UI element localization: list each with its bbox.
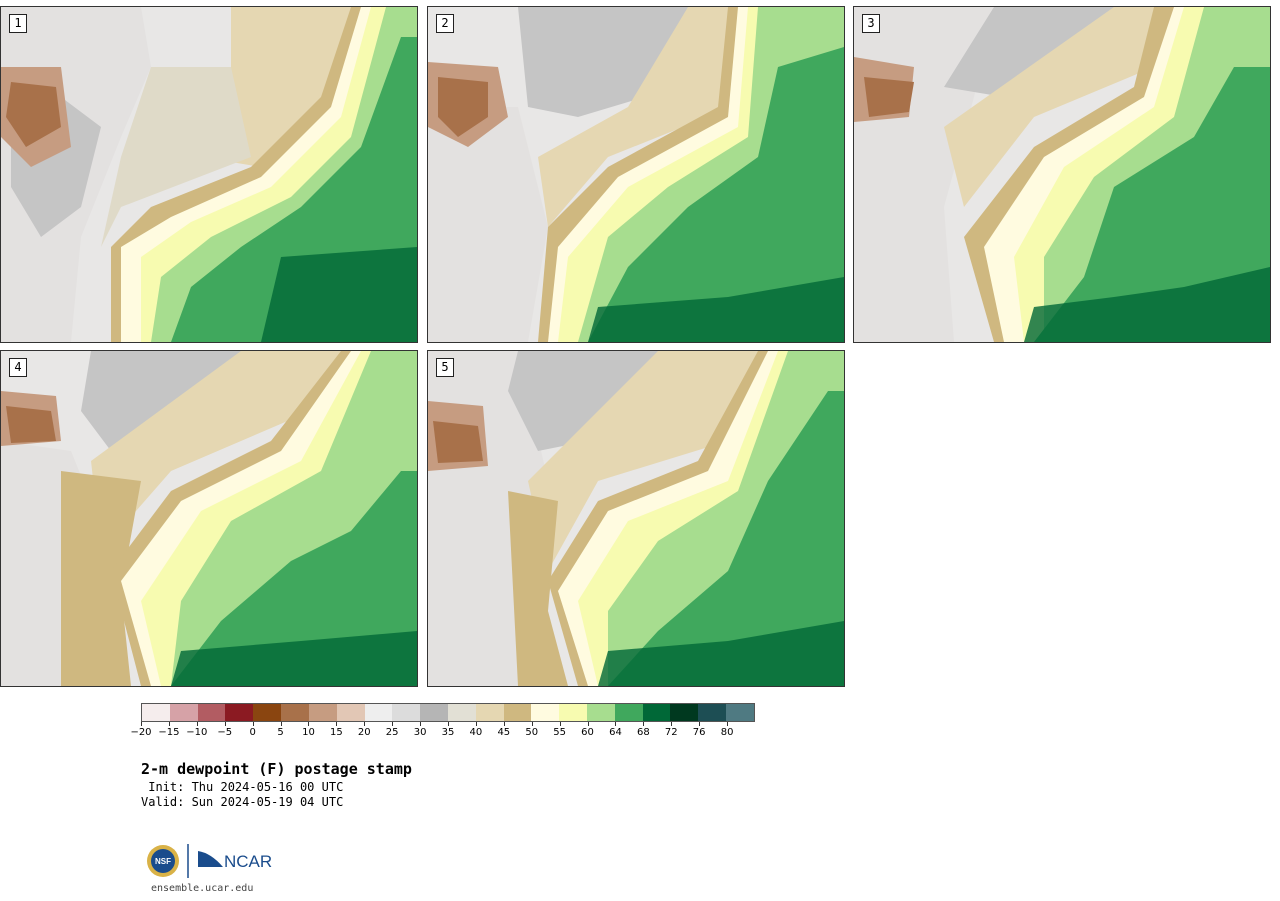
colorbar-swatch [559,704,587,721]
dewpoint-map-3 [854,7,1270,342]
colorbar-tick-label: 5 [277,727,284,738]
colorbar-tick-mark [699,722,701,726]
colorbar-tick-label: 64 [609,727,622,738]
colorbar-tick-mark [587,722,589,726]
panel-label-1: 1 [9,14,27,33]
colorbar-tick-label: 15 [329,727,343,738]
colorbar-swatch [364,704,393,721]
colorbar-tick-label: 20 [357,727,371,738]
ncar-logo-text: NCAR [224,852,272,871]
map-panel-1: 1 [0,6,418,343]
colorbar-swatch [698,704,727,721]
colorbar-tick-label: −15 [158,727,180,738]
colorbar-tick-mark [308,722,310,726]
website-url: ensemble.ucar.edu [151,883,254,894]
colorbar-tick-mark [503,722,505,726]
colorbar-tick-label: −5 [217,727,233,738]
colorbar-swatch [392,704,421,721]
colorbar [141,703,755,722]
colorbar-tick-mark [475,722,477,726]
colorbar-tick-mark [448,722,449,726]
colorbar-tick-mark [643,722,645,726]
colorbar-swatch [169,704,198,721]
map-panel-5: 5 [427,350,845,687]
nsf-logo-text: NSF [155,857,171,866]
colorbar-tick-mark [141,722,142,726]
colorbar-tick-label: 25 [385,727,399,738]
colorbar-tick-label: −10 [186,727,208,738]
panel-label-3: 3 [862,14,880,33]
colorbar-tick-label: 80 [720,727,734,738]
colorbar-tick-label: −20 [130,727,152,738]
colorbar-swatch [336,704,365,721]
colorbar-tick-label: 55 [553,727,566,738]
colorbar-tick-label: 45 [497,727,511,738]
colorbar-swatch [642,704,671,721]
colorbar-swatch [503,704,532,721]
colorbar-tick-mark [196,722,198,726]
logos: NSF NCAR [147,844,272,878]
colorbar-swatch [253,704,282,721]
colorbar-tick-label: 50 [525,727,539,738]
panel-label-5: 5 [436,358,454,377]
map-panel-4: 4 [0,350,418,687]
colorbar-tick-mark [392,722,394,726]
colorbar-tick-mark [252,722,254,726]
colorbar-tick-label: 10 [302,727,315,738]
chart-title: 2-m dewpoint (F) postage stamp [141,760,412,778]
colorbar-swatch [225,704,254,721]
init-time: Init: Thu 2024-05-16 00 UTC [141,780,344,794]
colorbar-tick-mark [615,722,617,726]
map-panel-3: 3 [853,6,1271,343]
colorbar-swatch [475,704,504,721]
map-panel-2: 2 [427,6,845,343]
colorbar-swatch [726,704,754,721]
dewpoint-map-4 [1,351,417,686]
colorbar-swatch [531,704,560,721]
colorbar-tick-label: 68 [636,727,650,738]
colorbar-swatch [142,704,170,721]
colorbar-swatch [197,704,226,721]
dewpoint-map-2 [428,7,844,342]
colorbar-tick-mark [280,722,282,726]
colorbar-tick-label: 35 [441,727,455,738]
colorbar-tick-mark [671,722,673,726]
nsf-logo-icon: NSF [147,845,179,877]
colorbar-ticks: −20 −15 −10 −5 0 5 10 15 20 25 30 35 40 45 50 55 60 64 68 7… [130,722,755,743]
colorbar-tick-mark [168,722,170,726]
colorbar-tick-mark [559,722,561,726]
colorbar-tick-label: 60 [581,727,594,738]
colorbar-swatch [308,704,337,721]
dewpoint-map-5 [428,351,844,686]
colorbar-tick-label: 40 [469,727,483,738]
colorbar-tick-mark [336,722,338,726]
colorbar-tick-label: 72 [664,727,678,738]
colorbar-swatch [670,704,699,721]
colorbar-tick-mark [364,722,366,726]
panel-label-2: 2 [436,14,454,33]
colorbar-tick-mark [224,722,226,726]
colorbar-swatch [447,704,476,721]
colorbar-swatch [587,704,615,721]
colorbar-swatch [614,704,643,721]
colorbar-tick-label: 76 [692,727,706,738]
colorbar-tick-mark [531,722,533,726]
dewpoint-map-1 [1,7,417,342]
valid-time: Valid: Sun 2024-05-19 04 UTC [141,795,344,809]
panel-label-4: 4 [9,358,27,377]
colorbar-swatch [420,704,448,721]
ncar-logo-icon: NCAR [198,851,272,871]
colorbar-tick-mark [727,722,729,726]
colorbar-swatch [281,704,309,721]
colorbar-tick-label: 30 [413,727,427,738]
colorbar-tick-label: 0 [249,727,256,738]
colorbar-tick-mark [420,722,422,726]
